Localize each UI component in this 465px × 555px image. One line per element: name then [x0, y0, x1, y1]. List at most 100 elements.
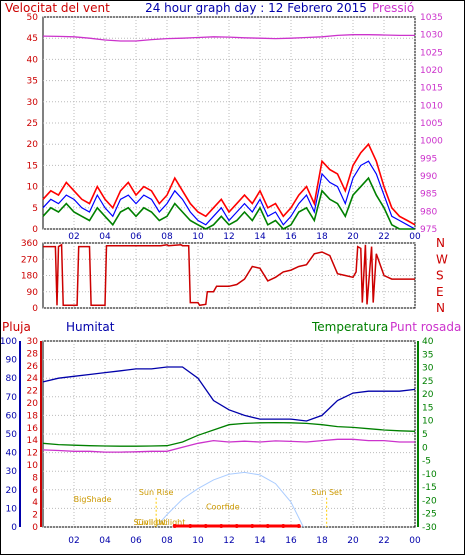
x-tick-label: 16 — [285, 536, 297, 546]
direction-axis: 0 90 180 270 360 — [21, 239, 38, 314]
temperature-axis: -30 -25 -20 -15 -10 -5 0 5 10 15 20 25 30 35 40 — [422, 337, 437, 533]
rain-marker — [188, 524, 193, 528]
pressure-tick-label: 1020 — [420, 66, 443, 76]
direction-tick-label: 180 — [21, 272, 38, 282]
x-tick-label: 14 — [254, 536, 266, 546]
temperature-tick-label: -20 — [422, 496, 437, 506]
compass-label: N — [436, 236, 445, 250]
wind-speed-tick-label: 30 — [27, 98, 39, 108]
x-tick-label: 04 — [99, 232, 111, 242]
x-tick-label: 18 — [316, 232, 328, 242]
compass-label: N — [436, 301, 445, 315]
temperature-tick-label: 40 — [422, 337, 434, 347]
direction-tick-label: 270 — [21, 255, 38, 265]
humidity-axis-label: Humitat — [66, 320, 115, 334]
dewpoint-line — [42, 438, 415, 453]
x-tick-label: 14 — [254, 232, 266, 242]
x-tick-label: 02 — [68, 536, 79, 546]
wind-average-line — [42, 176, 415, 231]
rain-marker — [219, 524, 224, 528]
humidity-axis: 0 10 20 30 40 50 60 70 80 90 100 — [0, 337, 17, 533]
rain-tick-label: 18 — [27, 411, 39, 421]
rain-marker — [296, 524, 301, 528]
x-tick-label: 06 — [130, 232, 142, 242]
rain-tick-label: 0 — [32, 523, 38, 533]
solar-curve — [155, 471, 304, 528]
wind-speed-tick-label: 5 — [32, 204, 38, 214]
temperature-tick-label: -25 — [422, 510, 437, 520]
pressure-line — [42, 34, 415, 42]
x-tick-label: 12 — [223, 232, 234, 242]
humidity-tick-label: 10 — [6, 504, 18, 514]
humidity-tick-label: 60 — [6, 411, 18, 421]
humidity-tick-label: 80 — [6, 374, 18, 384]
pressure-tick-label: 990 — [420, 172, 437, 182]
pressure-tick-label: 1035 — [420, 13, 443, 23]
x-tick-label: 22 — [378, 536, 389, 546]
sun-event-label: Sun Rise — [139, 488, 174, 497]
wind-speed-tick-label: 10 — [27, 183, 39, 193]
right-axis-label-pressure: Pressió — [372, 1, 414, 15]
wind-direction-series — [43, 243, 415, 307]
x-tick-label: 04 — [99, 536, 111, 546]
x-tick-label: 20 — [347, 232, 359, 242]
x-tick-label: 00 — [409, 232, 421, 242]
wind-gust-line — [42, 142, 416, 226]
humidity-tick-label: 50 — [6, 430, 18, 440]
wind-speed-tick-label: 15 — [27, 161, 38, 171]
rain-tick-label: 14 — [27, 436, 39, 446]
wind-speed-tick-label: 0 — [32, 225, 38, 235]
compass-label: E — [436, 285, 444, 299]
rain-marker — [281, 524, 286, 528]
temperature-tick-label: -15 — [422, 483, 437, 493]
temperature-axis-label: Temperatura — [311, 320, 388, 334]
rain-marker — [172, 524, 177, 528]
x-tick-label: 06 — [130, 536, 142, 546]
x-tick-label: 10 — [192, 536, 204, 546]
sun-event-label: Sun Set — [311, 488, 342, 497]
humidity-temperature-grid — [43, 340, 416, 528]
rain-marker — [250, 524, 255, 528]
rain-tick-label: 4 — [32, 498, 38, 508]
humidity-tick-label: 20 — [6, 486, 18, 496]
wind-speed-tick-label: 35 — [27, 77, 38, 87]
direction-tick-label: 90 — [27, 288, 39, 298]
rain-marker — [203, 524, 208, 528]
temperature-tick-label: 10 — [422, 417, 434, 427]
wind-speed-tick-label: 25 — [27, 119, 38, 129]
rain-tick-label: 10 — [27, 461, 39, 471]
rain-marker — [234, 524, 239, 528]
pressure-tick-label: 1015 — [420, 84, 443, 94]
humidity-line — [42, 366, 416, 422]
compass-label: S — [436, 269, 444, 283]
rain-tick-label: 20 — [27, 399, 39, 409]
pressure-tick-label: 1030 — [420, 31, 443, 41]
sun-event-label: BigShade — [74, 495, 112, 504]
wind-speed-tick-label: 45 — [27, 34, 38, 44]
temperature-tick-label: 0 — [422, 443, 428, 453]
dewpoint-axis-label: Punt rosada — [390, 320, 461, 334]
pressure-tick-label: 980 — [420, 207, 437, 217]
temperature-tick-label: 25 — [422, 377, 433, 387]
temperature-tick-label: 35 — [422, 350, 433, 360]
sun-event-label: Sunlight — [133, 518, 166, 527]
x-tick-label: 08 — [161, 536, 173, 546]
temperature-tick-label: 20 — [422, 390, 434, 400]
x-tick-label: 18 — [316, 536, 328, 546]
rain-tick-label: 2 — [32, 511, 38, 521]
x-tick-label: 16 — [285, 232, 297, 242]
chart-title: 24 hour graph day : 12 Febrero 2015 — [145, 1, 367, 15]
x-tick-label: 22 — [378, 232, 389, 242]
pressure-tick-label: 1000 — [420, 137, 443, 147]
temperature-tick-label: 30 — [422, 364, 434, 374]
humidity-tick-label: 100 — [0, 337, 17, 347]
humidity-temperature-x-axis: 02 04 06 08 10 12 14 16 18 20 22 00 — [68, 536, 421, 546]
temperature-tick-label: -5 — [422, 457, 431, 467]
pressure-tick-label: 975 — [420, 225, 437, 235]
wind-speed-tick-label: 40 — [27, 55, 39, 65]
